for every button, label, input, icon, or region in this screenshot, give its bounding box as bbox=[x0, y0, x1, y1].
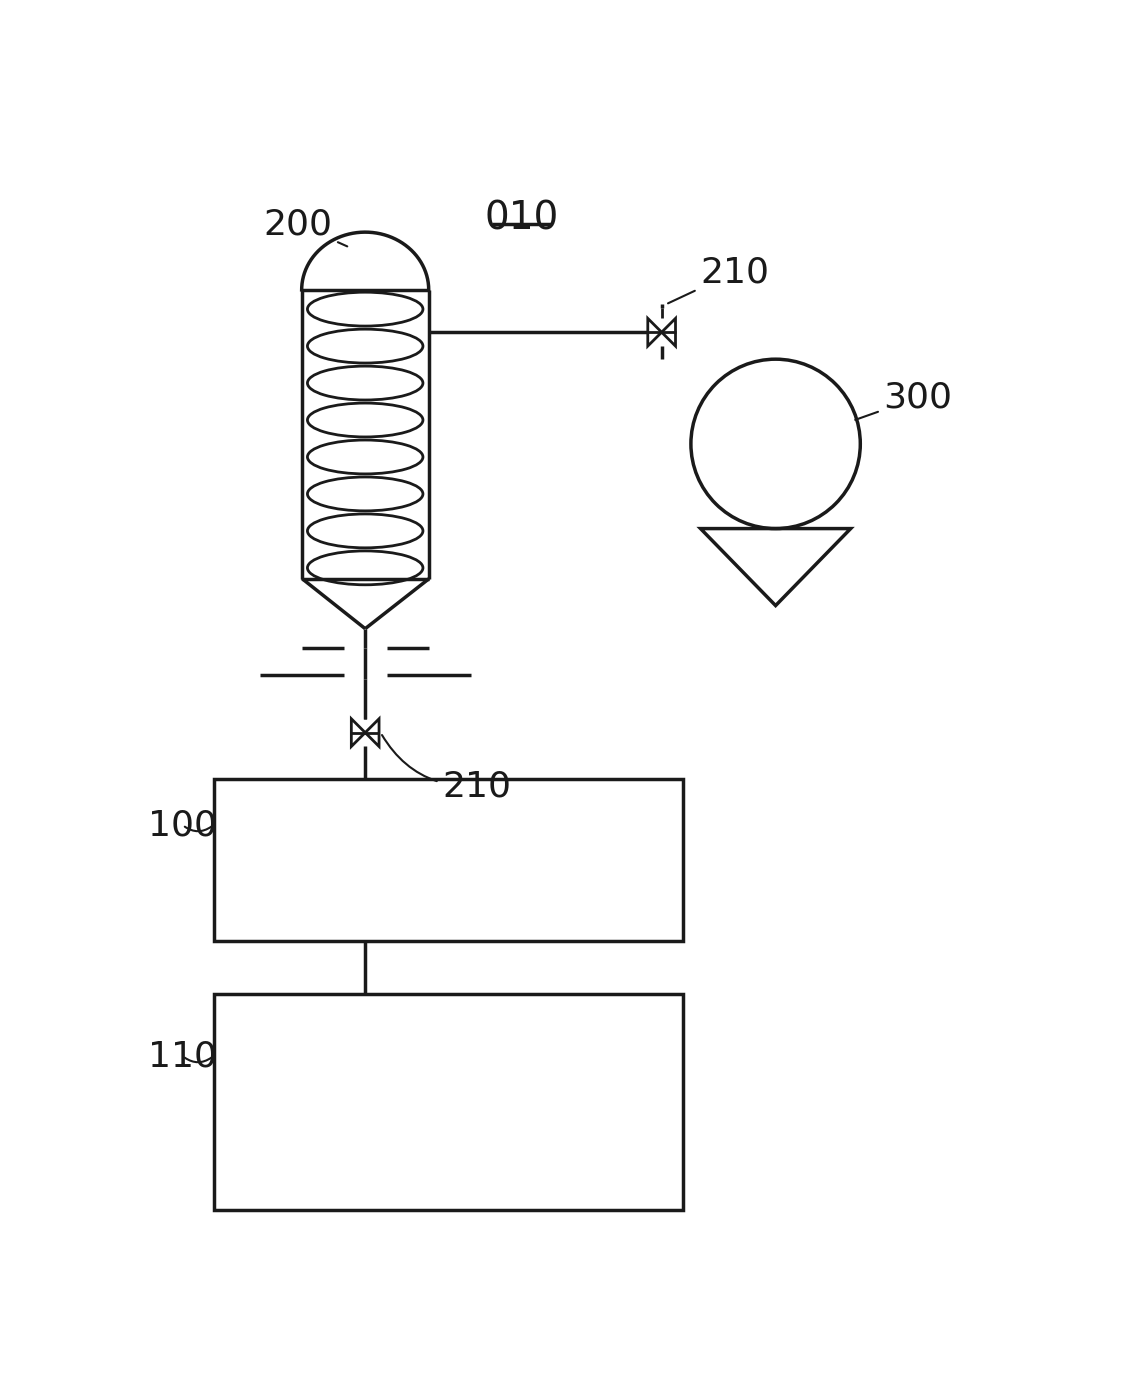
Text: 100: 100 bbox=[148, 808, 217, 842]
Bar bbox=[214, 995, 683, 1210]
Bar bbox=[214, 779, 683, 940]
Text: 300: 300 bbox=[855, 381, 952, 419]
Text: 210: 210 bbox=[382, 735, 511, 803]
Text: 200: 200 bbox=[264, 207, 347, 246]
Text: 210: 210 bbox=[668, 256, 769, 303]
Text: 110: 110 bbox=[148, 1039, 217, 1074]
Text: 010: 010 bbox=[484, 199, 559, 238]
